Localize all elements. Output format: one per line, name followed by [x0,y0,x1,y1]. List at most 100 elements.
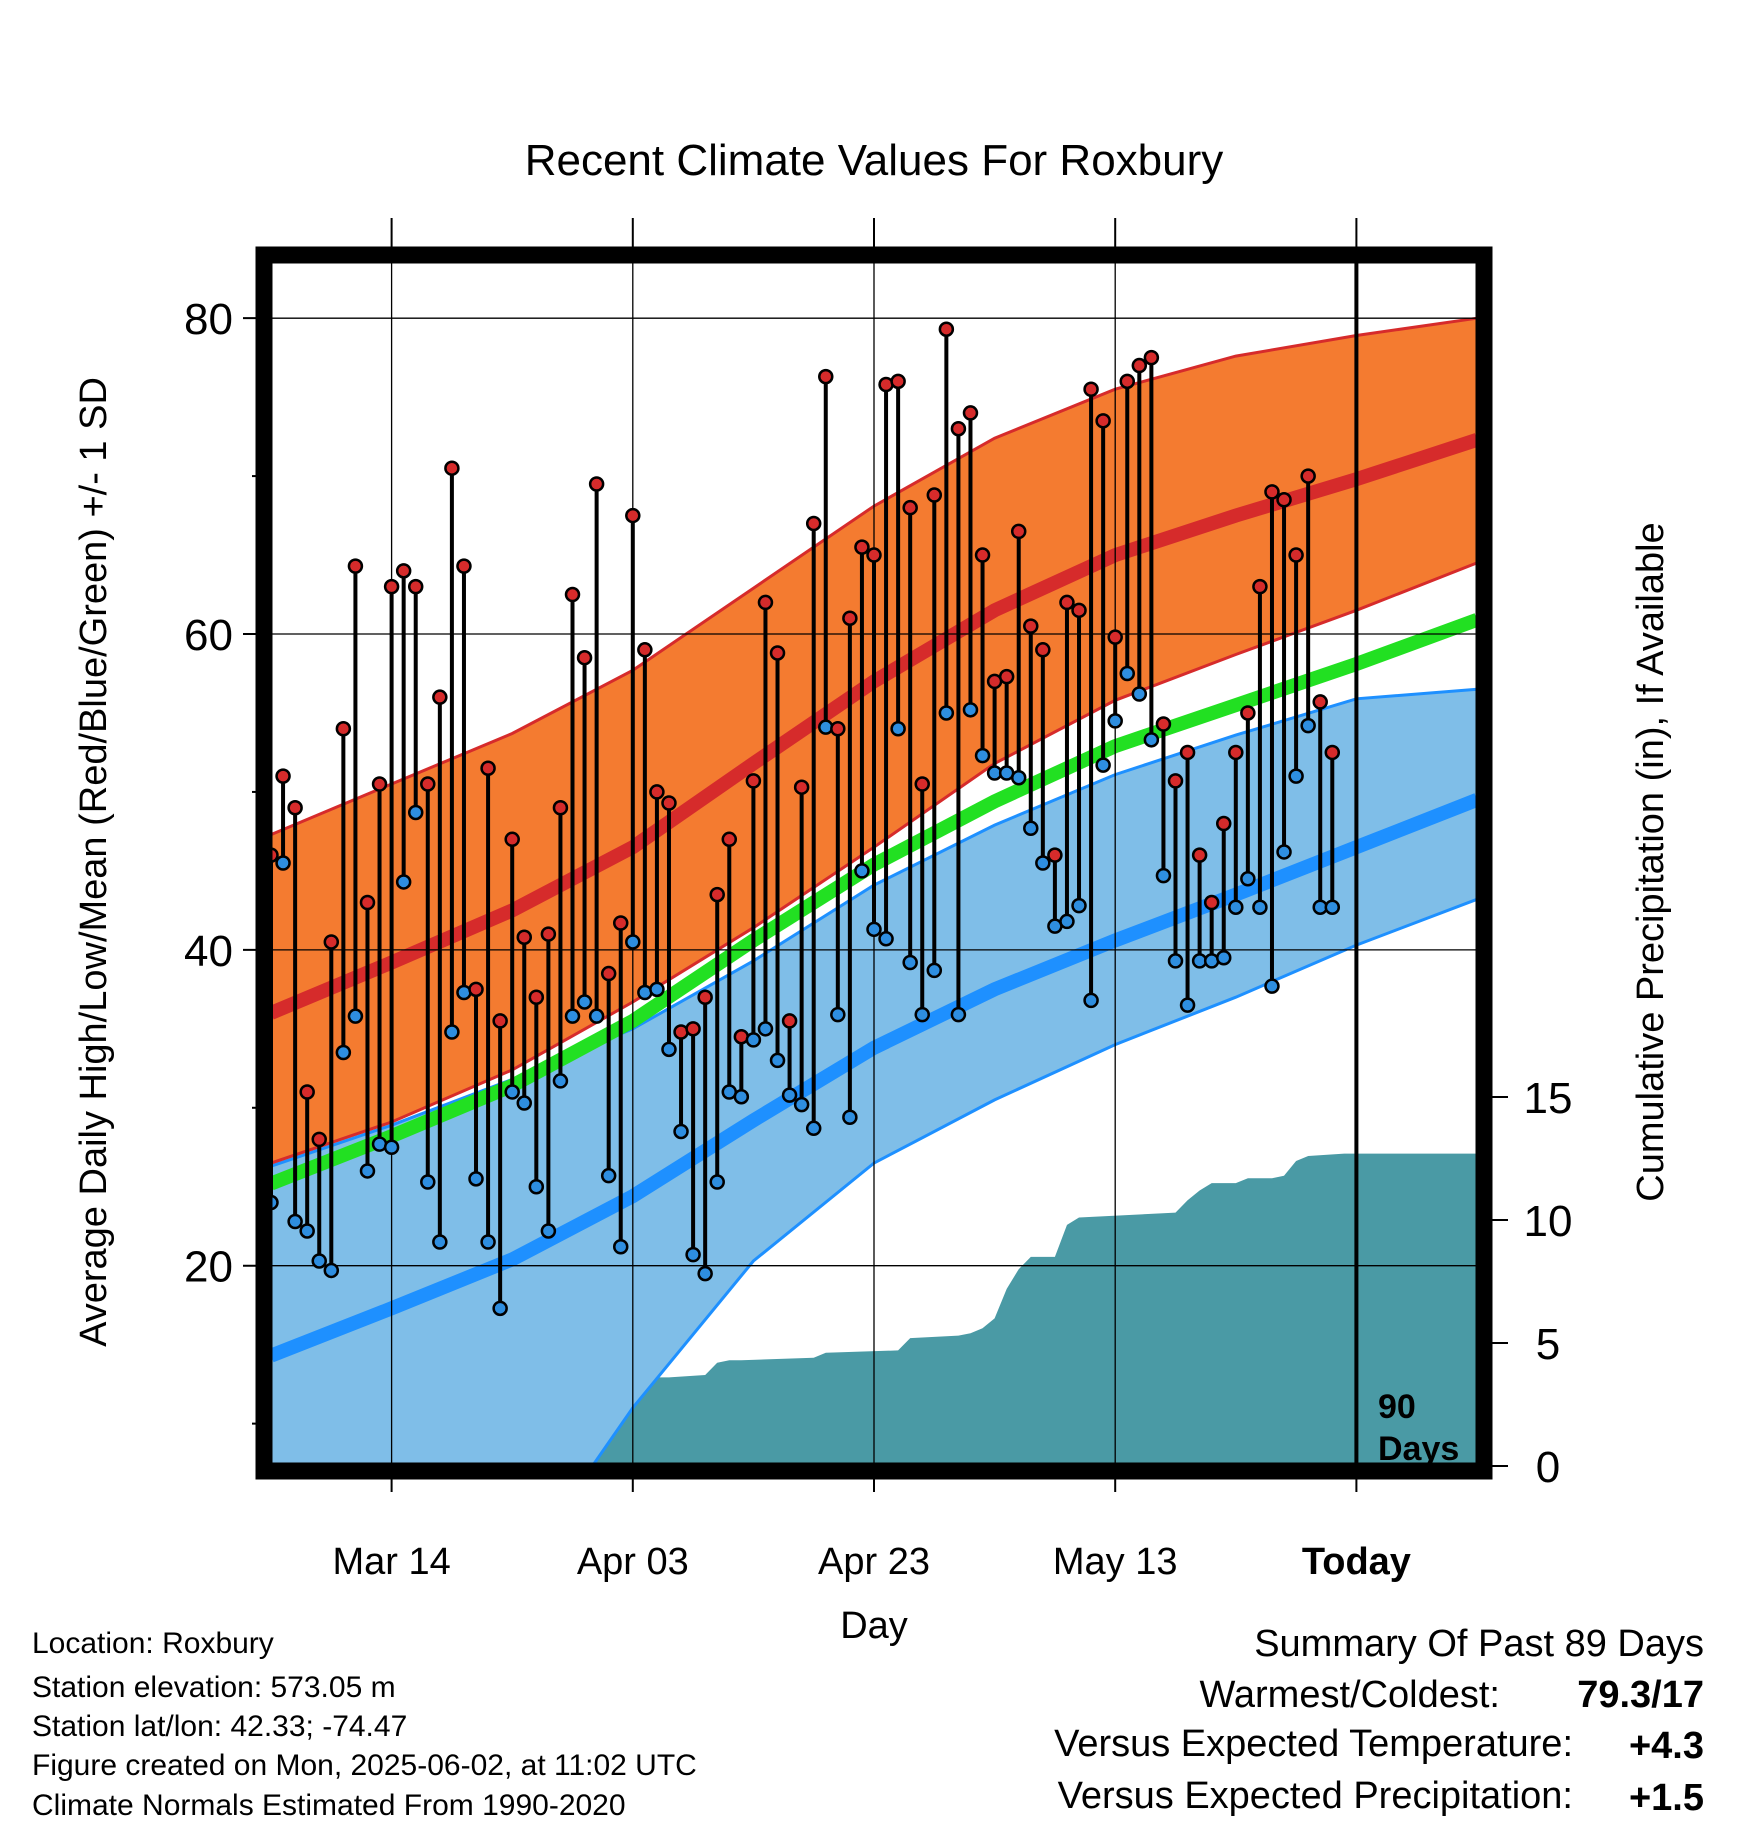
daily-high-point [287,799,303,816]
daily-low-point [468,1171,484,1187]
daily-high-point [757,594,774,611]
daily-low-point [299,1223,315,1239]
daily-high-point [456,558,472,574]
daily-high-point [564,586,581,603]
daily-low-point [504,1084,520,1100]
daily-low-point [311,1253,327,1269]
footer-location: Location: Roxbury [32,1627,274,1660]
daily-high-point [685,1021,701,1037]
precip-area [271,1153,1477,1466]
daily-low-point [781,1087,798,1103]
footer-created: Figure created on Mon, 2025-06-02, at 11… [32,1749,697,1782]
daily-low-point [1240,871,1256,887]
daily-low-point [564,1008,581,1024]
daily-high-point [745,773,762,789]
daily-high-point [793,779,810,795]
y2-tick-label: 5 [1536,1320,1560,1369]
daily-high-point [1264,484,1280,500]
y2-tick-label: 15 [1524,1074,1573,1123]
daily-low-point [745,1032,762,1048]
daily-low-point [540,1223,557,1239]
daily-high-point [1095,413,1111,429]
daily-low-point [914,1006,930,1023]
daily-high-point [468,981,484,998]
daily-low-point [1228,899,1244,915]
daily-high-point [492,1013,508,1029]
daily-low-point [1059,913,1075,930]
daily-low-point [625,934,641,950]
footer-normals: Climate Normals Estimated From 1990-2020 [32,1789,626,1822]
x-axis-label: Day [840,1605,908,1647]
daily-low-point [962,702,979,718]
daily-low-point [866,921,882,938]
daily-high-point [1191,847,1208,863]
daily-low-point [359,1163,376,1179]
daily-high-point [1288,547,1304,563]
summary-warmest-label: Warmest/Coldest: [1199,1674,1500,1716]
daily-low-point [383,1139,400,1156]
daily-observations-group [264,321,1341,1317]
daily-low-point [661,1041,677,1058]
daily-high-point [1155,716,1172,732]
y2-tick-label: 0 [1536,1443,1560,1492]
daily-low-point [830,1006,846,1023]
daily-high-point [552,799,569,816]
precipitation-area-group [271,1153,1477,1466]
daily-high-point [335,721,352,737]
daily-high-point [697,989,713,1005]
daily-high-point [926,487,943,503]
daily-high-point [709,886,725,903]
daily-low-point [685,1246,701,1263]
daily-high-point [962,405,979,421]
daily-high-point [1035,642,1051,658]
y-tick-label: 60 [184,611,233,660]
daily-low-point [649,981,665,998]
daily-low-point [673,1123,689,1140]
daily-low-point [432,1234,448,1250]
daily-low-point [757,1021,774,1037]
x-tick-label: Today [1302,1541,1411,1583]
daily-high-point [830,721,846,737]
daily-high-point [1010,523,1027,540]
daily-high-point [516,929,533,945]
daily-high-point [854,539,870,555]
daily-high-point [576,649,593,666]
daily-low-point [335,1044,352,1061]
daily-low-point [588,1008,605,1024]
daily-low-point [1300,717,1316,734]
daily-high-point [649,784,665,800]
daily-low-point [576,994,593,1010]
daily-high-point [721,831,738,848]
daily-low-point [395,874,412,890]
daily-low-point [516,1095,533,1111]
summary-precip-label: Versus Expected Precipitation: [1058,1775,1573,1817]
daily-low-point [1167,953,1184,969]
today-days-label-1: 90 [1378,1388,1416,1426]
daily-high-point [1228,744,1244,761]
daily-low-point [769,1052,786,1069]
y-tick-label: 20 [184,1243,233,1292]
daily-high-point [600,965,617,982]
daily-low-point [1155,867,1172,884]
daily-low-point [926,962,943,979]
daily-low-point [612,1239,629,1255]
footer-elevation: Station elevation: 573.05 m [32,1671,396,1704]
daily-high-point [371,776,388,792]
daily-high-point [805,515,822,532]
daily-high-point [1300,468,1316,484]
daily-high-point [637,642,653,658]
daily-low-point [407,804,424,821]
daily-low-point [420,1174,436,1190]
daily-high-point [1119,373,1136,390]
daily-low-point [854,863,870,879]
daily-high-point [1023,618,1039,634]
daily-high-point [842,610,858,626]
daily-high-point [998,668,1015,685]
daily-low-point [1179,997,1196,1013]
daily-high-point [588,476,605,492]
plot-area [264,255,1484,1471]
daily-high-point [323,934,340,950]
daily-low-point [709,1174,725,1190]
daily-low-point [480,1234,496,1250]
daily-low-point [878,931,894,947]
